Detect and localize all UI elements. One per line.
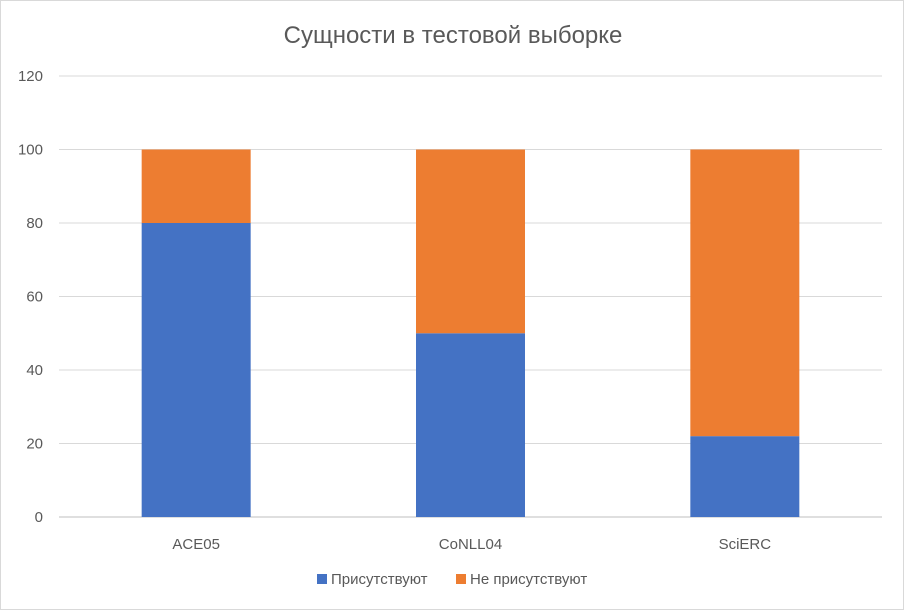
bar-conll04-series-1 xyxy=(416,333,525,517)
y-tick-label: 0 xyxy=(35,509,43,526)
x-tick-label: CoNLL04 xyxy=(439,536,502,553)
legend-label: Присутствуют xyxy=(331,571,428,588)
bar-conll04-series-2 xyxy=(416,149,525,334)
bar-ace05-series-2 xyxy=(141,149,251,223)
x-tick-label: ACE05 xyxy=(172,536,220,553)
legend: Присутствуют Не присутствуют xyxy=(317,571,587,588)
bar-ace05-series-1 xyxy=(141,223,251,517)
legend-swatch xyxy=(456,574,466,584)
bar-scierc-series-2 xyxy=(690,149,800,437)
bar-scierc-series-1 xyxy=(690,436,800,517)
y-tick-label: 80 xyxy=(26,215,43,232)
chart-title: Сущности в тестовой выборке xyxy=(284,22,623,49)
bars xyxy=(141,149,800,517)
y-axis-ticks: 0 20 40 60 80 100 120 xyxy=(18,68,43,526)
y-tick-label: 20 xyxy=(26,436,43,453)
x-tick-label: SciERC xyxy=(719,536,772,553)
legend-label: Не присутствуют xyxy=(470,571,587,588)
x-axis-labels: ACE05 CoNLL04 SciERC xyxy=(172,536,771,553)
y-tick-label: 60 xyxy=(26,289,43,306)
y-tick-label: 40 xyxy=(26,362,43,379)
y-tick-label: 100 xyxy=(18,142,43,159)
legend-swatch xyxy=(317,574,327,584)
y-tick-label: 120 xyxy=(18,68,43,85)
